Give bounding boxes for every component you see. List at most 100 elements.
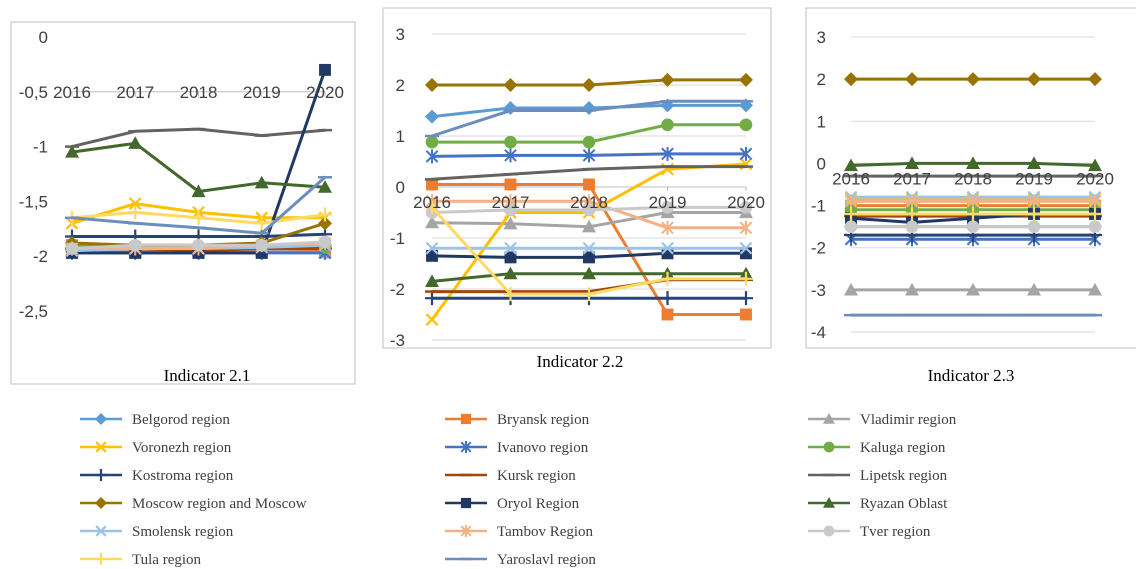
- x-tick-label: 2018: [570, 193, 608, 212]
- y-tick-label: -4: [811, 323, 826, 342]
- legend-item-vladimir-region: Vladimir region: [808, 412, 957, 428]
- x-tick-label: 2020: [727, 193, 765, 212]
- data-point: [504, 178, 517, 191]
- data-point: [582, 287, 596, 302]
- data-point: [661, 308, 674, 321]
- data-point: [504, 148, 517, 163]
- legend-swatch-marker: [460, 525, 472, 537]
- series-tver-region: [65, 235, 332, 255]
- data-point: [254, 216, 269, 231]
- data-point: [739, 201, 753, 214]
- data-point: [425, 200, 439, 215]
- data-point: [966, 207, 980, 221]
- data-point: [425, 215, 439, 229]
- y-tick-label: -2: [811, 239, 826, 258]
- y-tick-label: -1: [390, 229, 405, 248]
- legend-label: Tver region: [860, 524, 931, 540]
- x-tick-label: 2016: [832, 169, 870, 188]
- data-point: [425, 241, 439, 255]
- legend-item-smolensk-region: Smolensk region: [80, 524, 234, 540]
- series-smolensk-region: [425, 241, 753, 255]
- data-point: [966, 282, 980, 296]
- data-point: [128, 205, 143, 220]
- data-point: [1088, 72, 1102, 87]
- series-kaluga-region: [425, 118, 753, 149]
- data-point: [905, 220, 919, 233]
- series-yaroslavl-region: [425, 99, 753, 138]
- data-point: [255, 238, 269, 252]
- series-lipetsk-region: [65, 127, 332, 149]
- chart-title: Indicator 2.2: [537, 352, 624, 371]
- data-point: [966, 220, 980, 233]
- data-point: [65, 242, 79, 255]
- data-point: [128, 197, 142, 210]
- legend-swatch-marker: [823, 441, 835, 453]
- data-point: [318, 216, 332, 231]
- data-point: [844, 207, 858, 221]
- legend-label: Bryansk region: [497, 412, 590, 428]
- legend-label: Vladimir region: [860, 412, 957, 428]
- x-tick-label: 2019: [649, 193, 687, 212]
- chart-border: [10, 21, 356, 385]
- series-tula-region: [844, 207, 1102, 221]
- data-point: [1027, 72, 1041, 87]
- legend-item-voronezh-region: Voronezh region: [80, 440, 232, 456]
- data-point: [739, 118, 753, 132]
- data-point: [905, 207, 919, 221]
- y-tick-label: -0,5: [19, 83, 48, 102]
- legend-swatch-marker: [823, 525, 835, 537]
- data-point: [504, 135, 517, 149]
- legend-label: Lipetsk region: [860, 468, 948, 484]
- legend-label: Kostroma region: [132, 468, 234, 484]
- data-point: [426, 178, 438, 191]
- legend-item-ivanovo-region: Ivanovo region: [445, 440, 589, 456]
- data-point: [1088, 207, 1102, 221]
- legend-label: Moscow region and Moscow: [132, 496, 307, 512]
- data-point: [966, 156, 980, 170]
- data-point: [1027, 207, 1041, 221]
- data-point: [504, 203, 517, 217]
- data-point: [844, 220, 858, 233]
- legend-swatch-marker: [460, 497, 472, 509]
- data-point: [191, 210, 206, 225]
- data-point: [583, 251, 595, 264]
- data-point: [318, 180, 332, 193]
- data-point: [905, 194, 919, 209]
- legend-swatch-marker: [95, 497, 107, 509]
- data-point: [739, 291, 753, 306]
- data-point: [128, 136, 143, 149]
- data-point: [661, 201, 674, 214]
- data-point: [739, 271, 753, 286]
- data-point: [191, 184, 206, 198]
- data-point: [660, 291, 675, 306]
- data-point: [844, 282, 858, 296]
- legend-swatch-marker: [95, 525, 107, 537]
- y-tick-label: 2: [396, 76, 405, 95]
- chart-panel-3: 3 2 1 0 -1 -2 -3 -4 2016 2017 2018 2019 2020 Indicato…: [805, 7, 1136, 385]
- data-point: [1088, 220, 1102, 233]
- legend-item-kaluga-region: Kaluga region: [808, 440, 946, 456]
- x-tick-label: 2020: [1076, 169, 1114, 188]
- data-point: [503, 287, 518, 302]
- series-oryol-region: [426, 247, 752, 264]
- series-tambov-region: [844, 194, 1102, 209]
- series-vladimir-region: [425, 205, 753, 233]
- legend-item-belgorod-region: Belgorod region: [80, 412, 230, 428]
- data-point: [661, 146, 674, 161]
- data-point: [582, 78, 596, 92]
- data-point: [192, 238, 205, 252]
- legend-swatch-marker: [95, 441, 107, 453]
- legend-swatch-marker: [95, 413, 107, 425]
- data-point: [660, 271, 675, 286]
- data-point: [844, 158, 858, 172]
- x-tick-label: 2019: [1015, 169, 1053, 188]
- legend-item-tver-region: Tver region: [808, 524, 931, 540]
- legend-label: Smolensk region: [132, 524, 234, 540]
- x-tick-label: 2019: [243, 83, 281, 102]
- chart-panel-1: 0 -0,5 -1 -1,5 -2 -2,5 2016 2017 2018 2019 2020 Ind…: [10, 21, 356, 385]
- data-point: [425, 274, 439, 287]
- x-tick-label: 2017: [492, 193, 530, 212]
- y-tick-label: -3: [390, 331, 405, 350]
- data-point: [425, 109, 439, 124]
